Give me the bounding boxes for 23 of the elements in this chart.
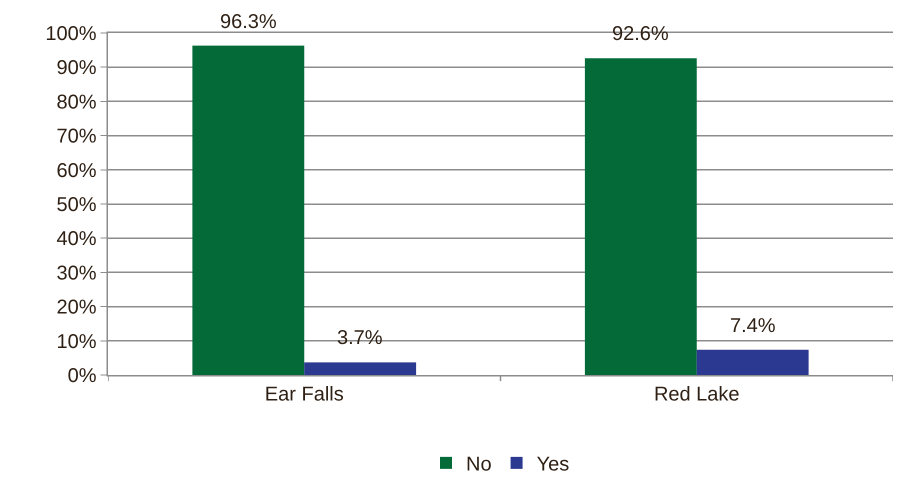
y-tick-label: 100%: [45, 23, 97, 45]
bar: [696, 350, 809, 375]
y-tick-label: 80%: [56, 91, 97, 114]
data-label: 3.7%: [337, 327, 383, 349]
legend-label: Yes: [536, 454, 570, 476]
x-tick-label: Red Lake: [654, 384, 740, 406]
y-tick-label: 50%: [56, 194, 97, 216]
legend-label: No: [466, 454, 492, 476]
bar: [304, 362, 416, 375]
y-tick-label: 70%: [56, 126, 97, 148]
bar: [192, 46, 304, 375]
y-tick-label: 60%: [56, 160, 97, 182]
y-tick-label: 30%: [56, 262, 97, 284]
y-tick-label: 40%: [56, 228, 97, 250]
y-tick-label: 0%: [68, 365, 97, 387]
y-tick-label: 20%: [56, 296, 97, 319]
bar: [584, 58, 697, 375]
y-tick-label: 90%: [56, 57, 97, 80]
y-tick-label: 10%: [56, 330, 97, 353]
data-label: 7.4%: [730, 315, 776, 337]
data-label: 96.3%: [220, 11, 277, 33]
data-label: 92.6%: [612, 23, 669, 45]
x-tick-label: Ear Falls: [264, 384, 344, 406]
